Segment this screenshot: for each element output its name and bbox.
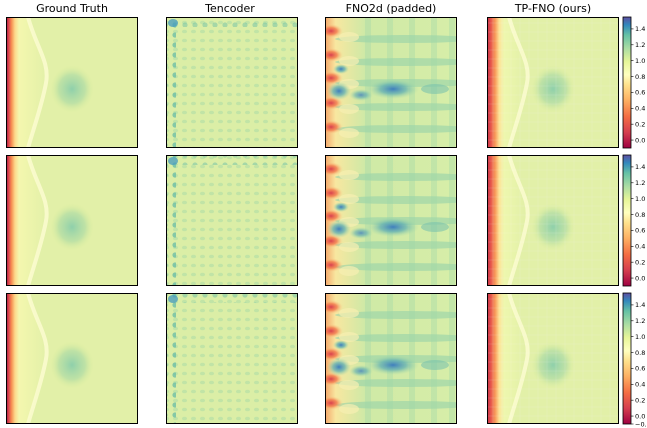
colorbar-tick-label: 1.0 bbox=[635, 195, 645, 203]
panel-frame bbox=[6, 293, 138, 424]
colorbar-tick-label: 1.2 bbox=[635, 317, 645, 325]
colorbar-tick-label: 0.6 bbox=[635, 227, 645, 235]
panel-frame bbox=[487, 155, 619, 286]
panel-frame bbox=[166, 293, 298, 424]
colorbar-row-1: 1.4 1.2 1.0 0.8 0.6 0.4 0.2 0.0 bbox=[622, 16, 645, 149]
panel-tp-fno-row-2 bbox=[487, 155, 619, 286]
panel-tp-fno-row-3 bbox=[487, 293, 619, 424]
colorbar-tick-label: −0. bbox=[635, 420, 647, 428]
title-tencoder: Tencoder bbox=[204, 2, 255, 15]
colorbar-tick-label: 0.8 bbox=[635, 73, 645, 81]
colorbar-tick-label: 0.4 bbox=[635, 381, 645, 389]
colorbar-tick-label: 0.8 bbox=[635, 211, 645, 219]
colorbar-tick-label: 0.2 bbox=[635, 120, 645, 128]
colorbar-tick-label: 1.0 bbox=[635, 57, 645, 65]
colorbar-row-2: 1.4 1.2 1.0 0.8 0.6 0.4 0.2 0.0 bbox=[622, 154, 645, 287]
title-ground-truth: Ground Truth bbox=[36, 2, 108, 15]
colorbar-tick-label: 0.6 bbox=[635, 89, 645, 97]
colorbar-tick-label: 0.2 bbox=[635, 258, 645, 266]
colorbar-tick-label: 1.4 bbox=[635, 163, 645, 171]
panel-tencoder-row-1 bbox=[166, 17, 298, 148]
panel-tencoder-row-3 bbox=[166, 293, 298, 424]
colorbar-tick-label: 0.4 bbox=[635, 243, 645, 251]
panel-frame bbox=[166, 17, 298, 148]
colorbar-tick-label: 0.2 bbox=[635, 396, 645, 404]
colorbar-tick-label: 0.6 bbox=[635, 365, 645, 373]
panel-fno2d-row-2 bbox=[325, 155, 457, 286]
colorbar-tick-label: 0.0 bbox=[635, 412, 645, 420]
colorbar-tick-label: 0.0 bbox=[635, 274, 645, 282]
panel-frame bbox=[325, 17, 457, 148]
colorbar-tick-label: 0.0 bbox=[635, 136, 645, 144]
title-fno2d-padded: FNO2d (padded) bbox=[346, 2, 437, 15]
panel-tencoder-row-2 bbox=[166, 155, 298, 286]
panel-fno2d-row-3 bbox=[325, 293, 457, 424]
panel-fno2d-row-1 bbox=[325, 17, 457, 148]
title-tp-fno: TP-FNO (ours) bbox=[514, 2, 591, 15]
colorbar-row-3: 1.4 1.2 1.0 0.8 0.6 0.4 0.2 0.0−0. bbox=[622, 292, 647, 428]
colorbar-tick-label: 0.4 bbox=[635, 105, 645, 113]
panel-frame bbox=[325, 155, 457, 286]
panel-frame bbox=[166, 155, 298, 286]
colorbar-tick-label: 1.0 bbox=[635, 333, 645, 341]
panel-ground-truth-row-2 bbox=[6, 155, 138, 286]
colorbar-tick-label: 0.8 bbox=[635, 349, 645, 357]
panel-frame bbox=[6, 155, 138, 286]
colorbar-tick-label: 1.2 bbox=[635, 179, 645, 187]
panel-ground-truth-row-3 bbox=[6, 293, 138, 424]
panel-frame bbox=[487, 293, 619, 424]
panel-frame bbox=[6, 17, 138, 148]
panel-tp-fno-row-1 bbox=[487, 17, 619, 148]
panel-frame bbox=[487, 17, 619, 148]
colorbar-tick-label: 1.4 bbox=[635, 25, 645, 33]
panel-frame bbox=[325, 293, 457, 424]
colorbar-tick-label: 1.4 bbox=[635, 301, 645, 309]
colorbar-tick-label: 1.2 bbox=[635, 41, 645, 49]
panel-ground-truth-row-1 bbox=[6, 17, 138, 148]
